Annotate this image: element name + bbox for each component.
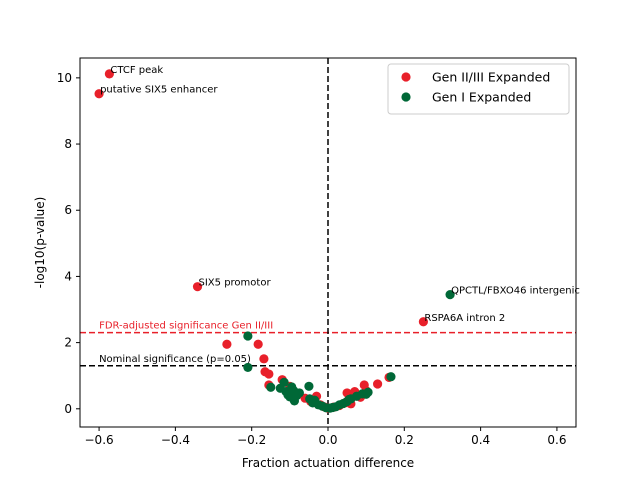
threshold-label: FDR-adjusted significance Gen II/III <box>99 321 273 332</box>
legend-marker <box>401 92 411 102</box>
point-annotations: CTCF peak putative SIX5 enhancer SIX5 prom… <box>100 65 580 324</box>
gen-ii-iii-point <box>192 282 203 292</box>
gen-i-point <box>266 382 276 392</box>
y-axis-ticks: 0 2 4 6 8 10 <box>57 71 80 416</box>
y-tick-label: 6 <box>64 203 72 217</box>
y-tick-label: 0 <box>64 402 72 416</box>
x-axis-ticks: −0.6 −0.4 −0.2 0.0 0.2 0.4 0.6 <box>85 427 566 447</box>
gen-ii-iii-point <box>259 354 269 364</box>
gen-ii-iii-point <box>373 379 383 389</box>
legend: Gen II/III Expanded Gen I Expanded <box>387 63 570 115</box>
x-axis-label: Fraction actuation difference <box>242 456 414 470</box>
gen-i-point <box>304 381 314 391</box>
gen-ii-iii-point <box>94 89 104 99</box>
gen-i-point <box>294 388 304 398</box>
x-tick-label: −0.4 <box>161 433 190 447</box>
gen-ii-iii-point <box>264 369 274 379</box>
legend-label: Gen II/III Expanded <box>432 70 550 85</box>
point-annotation: RSPA6A intron 2 <box>424 313 505 324</box>
gen-ii-iii-point <box>253 339 263 349</box>
gen-i-point <box>445 290 455 300</box>
gen-i-point <box>243 331 253 341</box>
gen-ii-iii-point <box>418 317 428 327</box>
point-annotation: putative SIX5 enhancer <box>100 85 218 96</box>
x-tick-label: −0.2 <box>237 433 266 447</box>
gen-i-point <box>243 362 253 373</box>
reference-lines <box>80 58 576 427</box>
gen-i-point <box>386 372 396 382</box>
threshold-label: Nominal significance (p=0.05) <box>99 354 251 365</box>
y-tick-label: 4 <box>64 269 72 283</box>
data-points <box>94 69 455 413</box>
gen-i-point <box>363 387 373 397</box>
point-annotation: QPCTL/FBXO46 intergenic <box>451 286 580 297</box>
x-tick-label: 0.6 <box>547 433 566 447</box>
y-tick-label: 2 <box>64 336 72 350</box>
gen-i-point <box>279 377 289 387</box>
y-axis-label: -log10(p-value) <box>33 197 47 289</box>
x-tick-label: 0.0 <box>318 433 337 447</box>
y-tick-label: 8 <box>64 137 72 151</box>
x-tick-label: −0.6 <box>85 433 114 447</box>
legend-marker <box>401 72 411 82</box>
x-tick-label: 0.2 <box>395 433 414 447</box>
gen-ii-iii-point <box>222 339 232 349</box>
legend-label: Gen I Expanded <box>432 90 531 105</box>
y-tick-label: 10 <box>57 71 72 85</box>
reference-line-labels: FDR-adjusted significance Gen II/III Nomi… <box>99 321 273 365</box>
legend-box <box>387 63 570 115</box>
point-annotation: CTCF peak <box>110 65 163 76</box>
point-annotation: SIX5 promotor <box>199 278 272 289</box>
x-tick-label: 0.4 <box>471 433 490 447</box>
gen-ii-iii-point <box>104 69 114 79</box>
